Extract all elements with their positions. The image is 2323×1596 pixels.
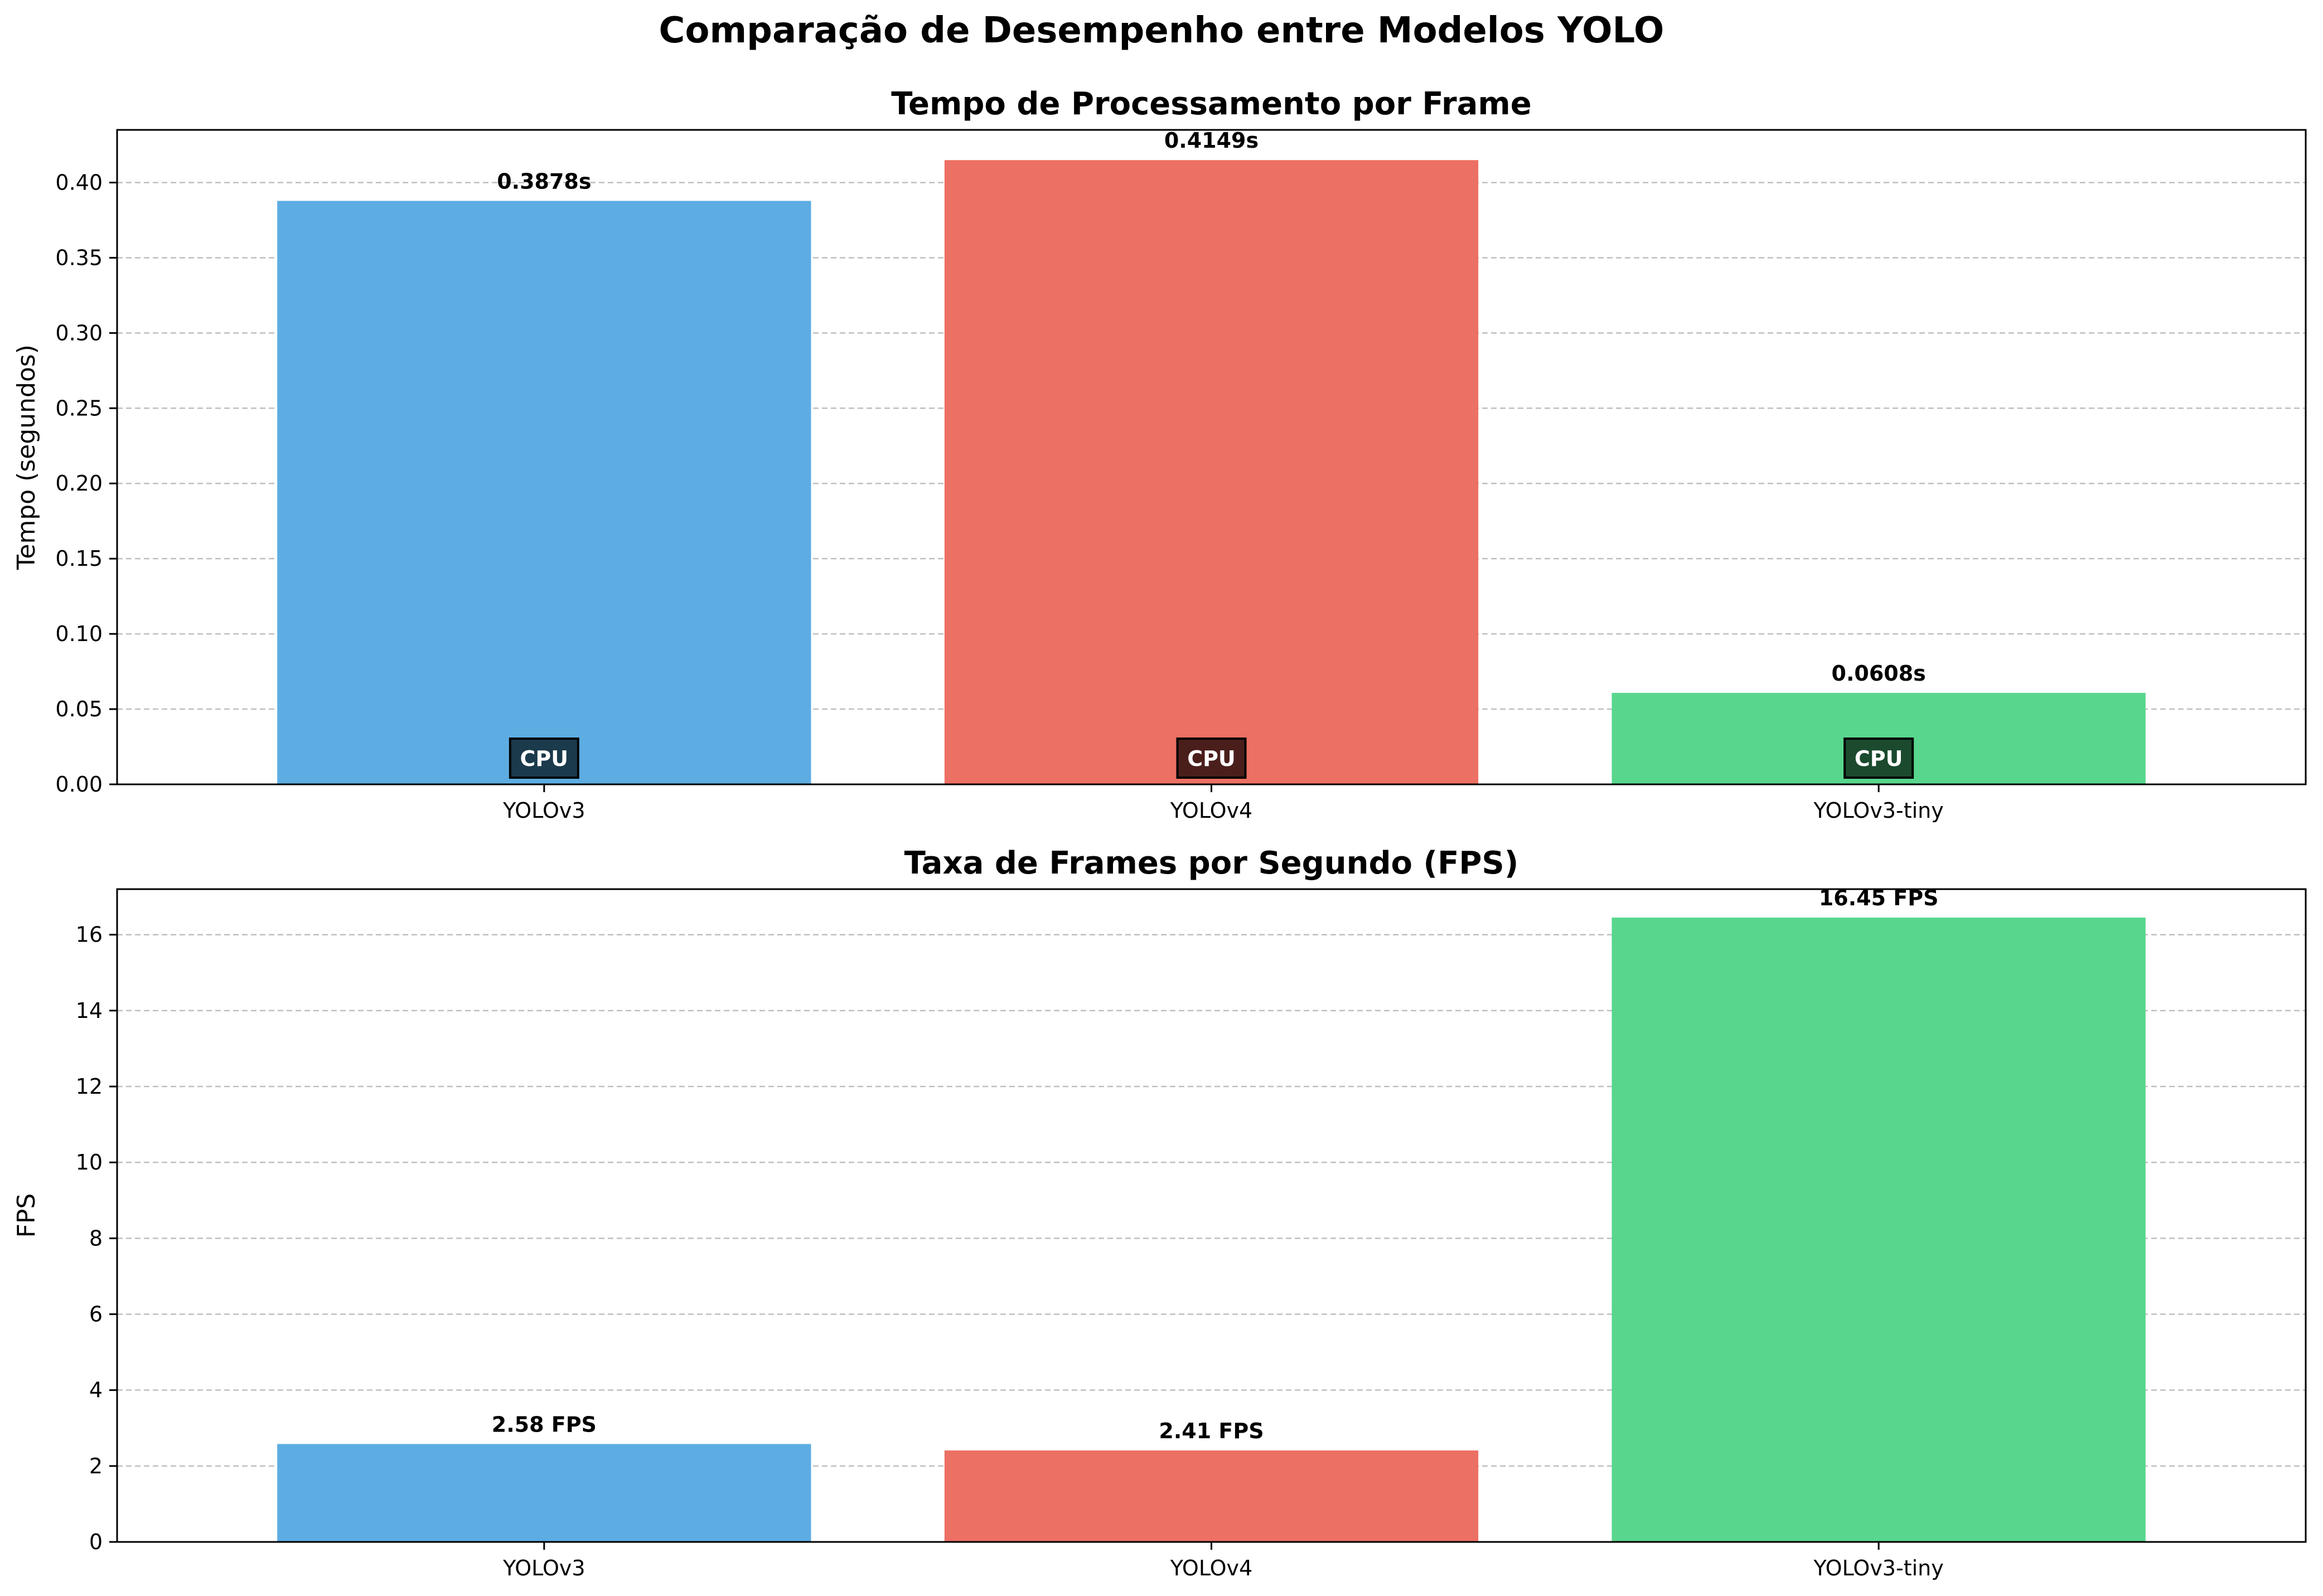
chart-panel-1: 0.3878s CPU YOLOv3 0.4149s CPU YOLOv4 0.0608s C… — [12, 86, 2307, 823]
x-tick-label: YOLOv3 — [502, 1556, 585, 1580]
cpu-badge — [509, 738, 579, 779]
bar-value-label: 2.41 FPS — [1159, 1419, 1264, 1443]
y-tick-label: 12 — [76, 1074, 103, 1099]
cpu-badge — [1176, 738, 1247, 779]
bar-value-label: 0.0608s — [1832, 661, 1926, 686]
cpu-badge-label: CPU — [1855, 746, 1903, 771]
y-tick-label: 14 — [76, 998, 103, 1023]
y-tick-label: 0.05 — [55, 697, 103, 721]
y-axis-label: FPS — [12, 1194, 41, 1238]
cpu-badge-label: CPU — [520, 746, 569, 771]
cpu-badge-label: CPU — [1187, 746, 1236, 771]
y-tick-label: 0.20 — [55, 471, 103, 496]
y-tick-label: 8 — [89, 1226, 103, 1250]
y-tick-label: 0 — [89, 1530, 103, 1554]
cpu-badge — [1843, 738, 1914, 779]
y-tick-label: 16 — [76, 923, 103, 947]
bar-yolov4 — [944, 1450, 1479, 1542]
chart-title: Tempo de Processamento por Frame — [891, 86, 1532, 122]
y-tick-label: 10 — [76, 1150, 103, 1175]
y-tick-label: 0.10 — [55, 622, 103, 646]
x-tick-label: YOLOv4 — [1170, 1556, 1252, 1580]
y-tick-label: 0.00 — [55, 772, 103, 797]
y-tick-label: 0.25 — [55, 396, 103, 420]
x-tick-label: YOLOv3-tiny — [1813, 1556, 1944, 1580]
bar-yolov3 — [277, 1444, 811, 1542]
y-axis-label: Tempo (segundos) — [12, 345, 41, 570]
bar-yolov3-tiny — [1611, 918, 2146, 1542]
bar-yolov3 — [277, 201, 811, 784]
bar-value-label: 2.58 FPS — [492, 1412, 597, 1437]
plot-frame — [116, 129, 2307, 785]
y-tick-label: 0.35 — [55, 245, 103, 270]
chart-title: Taxa de Frames por Segundo (FPS) — [904, 845, 1519, 881]
plot-frame — [116, 888, 2307, 1543]
y-tick-label: 4 — [89, 1378, 103, 1403]
figure-title: Comparação de Desempenho entre Modelos Y… — [659, 10, 1664, 51]
x-tick-label: YOLOv4 — [1170, 798, 1252, 823]
x-tick-label: YOLOv3 — [502, 798, 585, 823]
bar-yolov4 — [944, 160, 1479, 785]
x-tick-label: YOLOv3-tiny — [1813, 798, 1944, 823]
y-tick-label: 0.30 — [55, 321, 103, 345]
y-tick-label: 0.40 — [55, 170, 103, 195]
y-tick-label: 2 — [89, 1454, 103, 1478]
bar-value-label: 0.4149s — [1164, 128, 1259, 153]
y-tick-label: 6 — [89, 1302, 103, 1327]
y-tick-label: 0.15 — [55, 546, 103, 571]
bar-value-label: 0.3878s — [497, 169, 591, 193]
